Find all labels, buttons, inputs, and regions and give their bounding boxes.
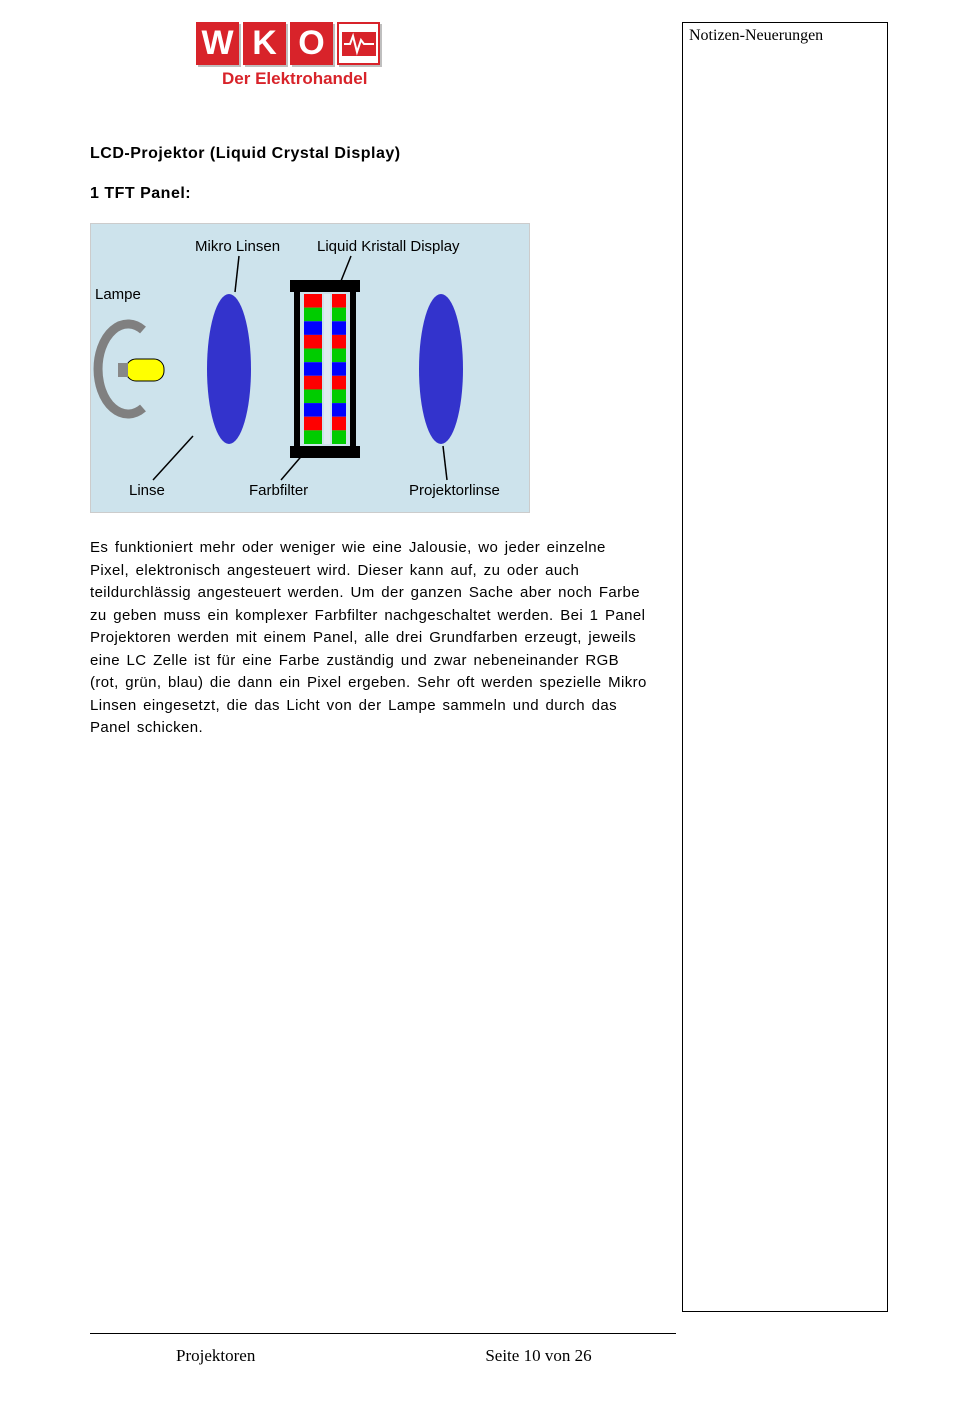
- main-content: LCD-Projektor (Liquid Crystal Display) 1…: [90, 145, 650, 740]
- logo-letter-k: K: [243, 22, 286, 65]
- page-title: LCD-Projektor (Liquid Crystal Display): [90, 145, 650, 163]
- body-paragraph: Es funktioniert mehr oder weniger wie ei…: [90, 537, 650, 740]
- logo-heartbeat-icon: [337, 22, 380, 65]
- diagram-label-linse: Linse: [129, 482, 165, 499]
- footer-section-name: Projektoren: [176, 1346, 255, 1366]
- diagram-svg: [91, 224, 531, 514]
- diagram-label-mikro-linsen: Mikro Linsen: [195, 238, 280, 255]
- logo-subtitle: Der Elektrohandel: [222, 69, 380, 89]
- logo-letter-w: W: [196, 22, 239, 65]
- notes-label: Notizen-Neuerungen: [689, 27, 823, 44]
- notes-sidebar: Notizen-Neuerungen: [682, 22, 888, 1312]
- diagram-label-lcd: Liquid Kristall Display: [317, 238, 460, 255]
- lcd-projector-diagram: Lampe Mikro Linsen Liquid Kristall Displ…: [90, 223, 530, 513]
- footer-divider: [90, 1333, 676, 1334]
- diagram-label-projektorlinse: Projektorlinse: [409, 482, 500, 499]
- diagram-label-lampe: Lampe: [95, 286, 141, 303]
- logo-letter-o: O: [290, 22, 333, 65]
- page-footer: Projektoren Seite 10 von 26: [176, 1346, 686, 1366]
- diagram-label-farbfilter: Farbfilter: [249, 482, 308, 499]
- section-subheading: 1 TFT Panel:: [90, 185, 650, 203]
- footer-page-number: Seite 10 von 26: [485, 1346, 591, 1366]
- wko-logo: W K O Der Elektrohandel: [196, 22, 380, 89]
